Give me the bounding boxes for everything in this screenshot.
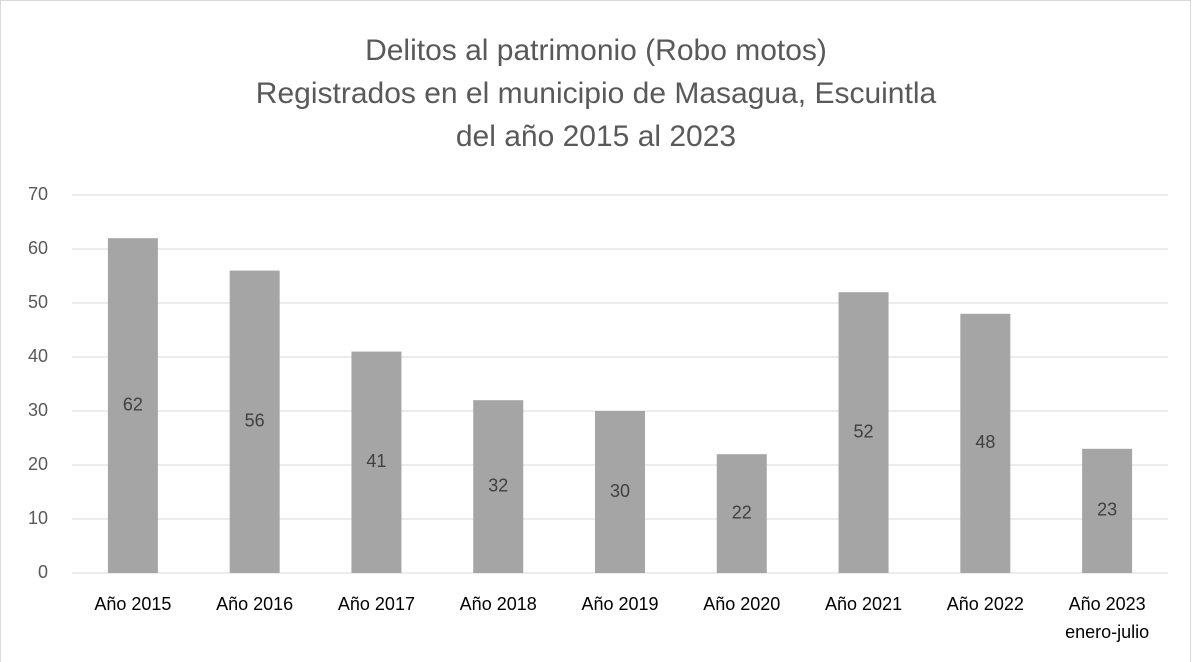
data-label: 48 [975,432,995,452]
data-label: 56 [245,411,265,431]
y-tick-label: 10 [28,508,48,528]
bar [473,400,524,573]
bar [351,351,402,573]
bar [107,238,158,573]
data-label: 23 [1097,500,1117,520]
chart-title: Delitos al patrimonio (Robo motos) [365,34,827,67]
y-tick-label: 40 [28,346,48,366]
bar [595,411,645,573]
y-tick-label: 60 [28,238,48,258]
bar [1082,448,1133,573]
y-tick-label: 50 [28,292,48,312]
x-tick-label: Año 2019 [581,594,658,614]
x-tick-label: Año 2015 [94,594,171,614]
data-label: 62 [123,394,143,414]
bar [716,454,767,573]
bar [838,292,889,573]
data-label: 22 [732,502,752,522]
chart-title: Registrados en el municipio de Masagua, … [256,77,937,110]
x-tick-label: Año 2021 [825,594,902,614]
y-tick-label: 70 [28,184,48,204]
x-tick-label: Año 2016 [216,594,293,614]
x-tick-label: Año 2020 [703,594,780,614]
x-tick-label: Año 2022 [947,594,1024,614]
x-tick-label: Año 2017 [338,594,415,614]
bar [960,313,1011,573]
y-tick-label: 0 [38,562,48,582]
x-tick-label: enero-julio [1065,622,1149,642]
data-label: 52 [854,421,874,441]
y-tick-label: 20 [28,454,48,474]
x-tick-label: Año 2023 [1069,594,1146,614]
y-tick-label: 30 [28,400,48,420]
bar [229,270,280,573]
data-label: 41 [366,451,386,471]
x-tick-label: Año 2018 [460,594,537,614]
chart-title: del año 2015 al 2023 [456,120,736,153]
data-label: 30 [610,481,630,501]
data-label: 32 [488,475,508,495]
